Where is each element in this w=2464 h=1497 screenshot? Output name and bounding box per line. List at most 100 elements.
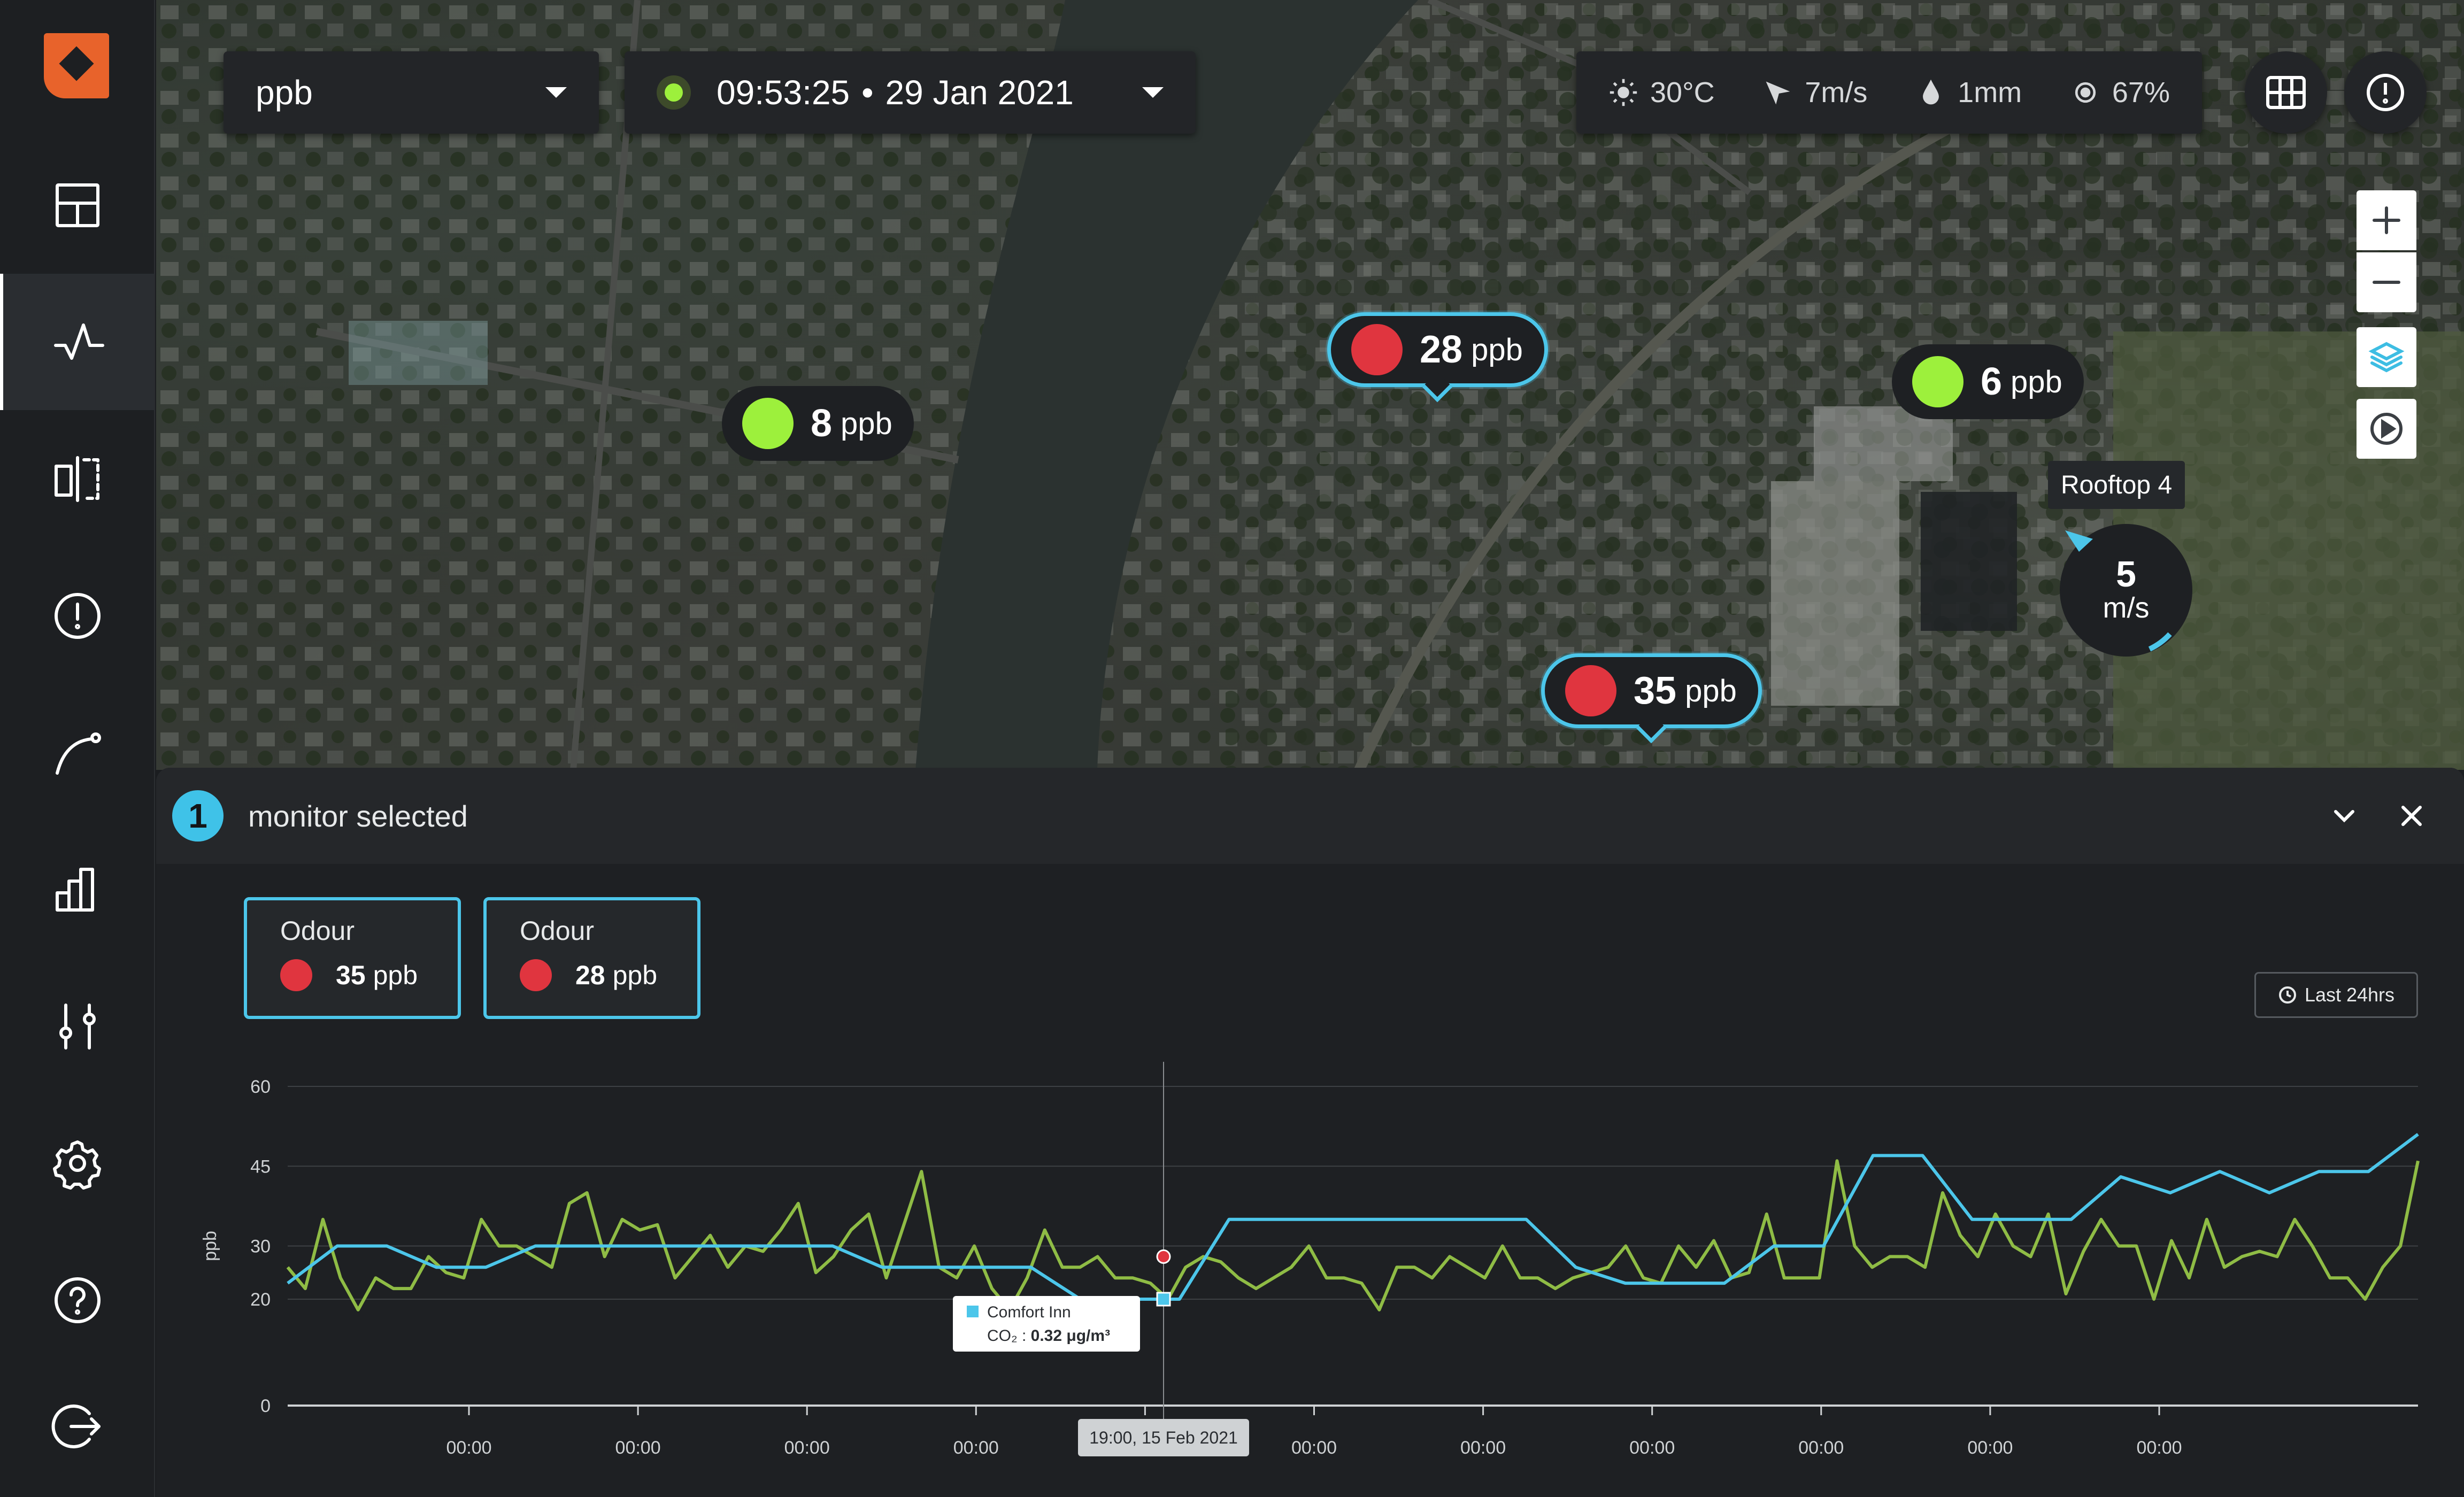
line-chart[interactable]: 0 20 30 45 60 ppb 00:00 00:00 00:00 00:00 00:00 00:… [156,768,2464,1497]
status-dot [1351,324,1403,375]
clock-icon [2278,986,2296,1004]
cursor-time-label: 19:00, 15 Feb 2021 [1089,1428,1238,1447]
monitor-marker-selected[interactable]: 28 ppb [1327,312,1548,403]
tooltip-value: CO₂ : 0.32 μg/m³ [987,1327,1110,1345]
weather-rain: 1mm [1916,76,2022,109]
sidebar-item-settings[interactable] [0,1095,155,1231]
cursor-time-label-bg [1078,1419,1249,1456]
sidebar-item-sliders[interactable] [0,958,155,1094]
monitor-card[interactable]: Odour 35 ppb [244,897,461,1019]
x-tick-label: 00:00 [1291,1438,1337,1458]
time-value: 09:53:25 [717,73,850,112]
satellite-map[interactable]: ppb 09:53:25 • 29 Jan 2021 30°C 7m/s 1mm… [156,0,2464,770]
status-dot [1912,356,1964,407]
unit-select[interactable]: ppb [224,51,599,134]
gear-icon [53,1140,101,1190]
status-dot [280,959,312,991]
wind-gauge[interactable]: 5 m/s [2060,524,2192,657]
monitor-marker-selected[interactable]: 35 ppb [1541,653,1762,744]
chevron-down-icon [1142,87,1164,98]
unit-select-value: ppb [256,73,313,112]
x-tick-label: 00:00 [615,1438,661,1458]
time-select[interactable]: 09:53:25 • 29 Jan 2021 [625,51,1196,134]
alert-icon [2367,74,2404,111]
activity-icon [54,323,104,360]
y-axis-label: ppb [200,1231,220,1261]
card-unit: ppb [612,960,658,990]
alerts-button[interactable] [2344,51,2427,134]
sidebar-item-compare[interactable] [0,411,155,547]
close-icon [2401,806,2422,826]
sidebar-item-routes[interactable] [0,684,155,821]
y-tick-label: 20 [250,1290,271,1310]
grid-view-button[interactable] [2245,51,2327,134]
weather-wind: 7m/s [1763,76,1867,109]
x-tick-label: 00:00 [446,1438,491,1458]
y-tick-label: 0 [260,1396,271,1416]
panel-title: monitor selected [248,799,468,833]
y-tick-label: 30 [250,1237,271,1257]
x-tick-label: 00:00 [1798,1438,1844,1458]
time-separator: • [861,73,874,112]
sidebar-item-alerts[interactable] [0,547,155,684]
sliders-icon [59,1003,96,1050]
grid-icon [2266,76,2306,109]
sidebar-item-reports[interactable] [0,821,155,958]
card-value: 28 [575,960,605,990]
tooltip-name: Comfort Inn [987,1303,1071,1321]
sidebar-item-dashboard[interactable] [0,137,155,273]
status-dot [520,959,552,991]
chevron-down-icon [545,87,567,98]
zoom-in-button[interactable] [2357,190,2416,250]
wind-direction-icon [1766,81,1790,105]
humidity-icon [2075,82,2096,103]
cursor-point-blue-series [1156,1292,1171,1307]
weather-temperature: 30°C [1608,76,1715,109]
status-dot [742,398,794,449]
card-label: Odour [280,916,355,946]
series-line-2 [287,1133,2419,1301]
sidebar-item-activity[interactable] [0,274,155,410]
x-tick-label: 00:00 [1629,1438,1675,1458]
play-icon [2370,413,2403,445]
sidebar-item-help[interactable] [0,1232,155,1368]
sidebar [0,0,155,1497]
cursor-point-green-series [1156,1249,1171,1264]
date-value: 29 Jan 2021 [885,73,1074,112]
compare-icon [55,456,99,502]
sidebar-item-logout[interactable] [0,1358,155,1494]
panel-header: 1 monitor selected [156,768,2464,864]
time-range-button[interactable]: Last 24hrs [2254,972,2418,1018]
x-tick-label: 00:00 [953,1438,999,1458]
tooltip-box [953,1296,1140,1352]
monitor-marker[interactable]: 8 ppb [722,386,914,461]
monitor-card[interactable]: Odour 28 ppb [483,897,700,1019]
x-tick-label: 00:00 [1460,1438,1506,1458]
dashboard-icon [56,183,99,227]
x-tick-label: 00:00 [2136,1438,2182,1458]
bar-chart-icon [56,867,94,912]
wind-speed-unit: m/s [2103,592,2150,624]
card-value: 35 [336,960,366,990]
collapse-button[interactable] [2324,796,2365,836]
card-unit: ppb [373,960,418,990]
live-status-icon [657,75,691,110]
route-icon [56,732,101,775]
help-icon [55,1277,101,1323]
raindrop-icon [1923,79,1939,105]
monitor-marker[interactable]: 6 ppb [1892,344,2084,419]
minus-icon [2373,281,2400,284]
app-logo[interactable] [44,33,109,98]
y-tick-label: 60 [250,1077,271,1097]
card-label: Odour [520,916,594,946]
playback-button[interactable] [2357,399,2416,459]
time-range-label: Last 24hrs [2304,984,2395,1006]
wind-arrow-icon [2065,530,2172,652]
layers-button[interactable] [2357,327,2416,387]
wind-speed-value: 5 [2116,554,2136,595]
zoom-out-button[interactable] [2357,252,2416,312]
weather-bar: 30°C 7m/s 1mm 67% [1576,51,2202,134]
close-button[interactable] [2391,796,2432,836]
rooftop-label: Rooftop 4 [2048,461,2185,509]
series-line-1 [286,1159,2420,1311]
